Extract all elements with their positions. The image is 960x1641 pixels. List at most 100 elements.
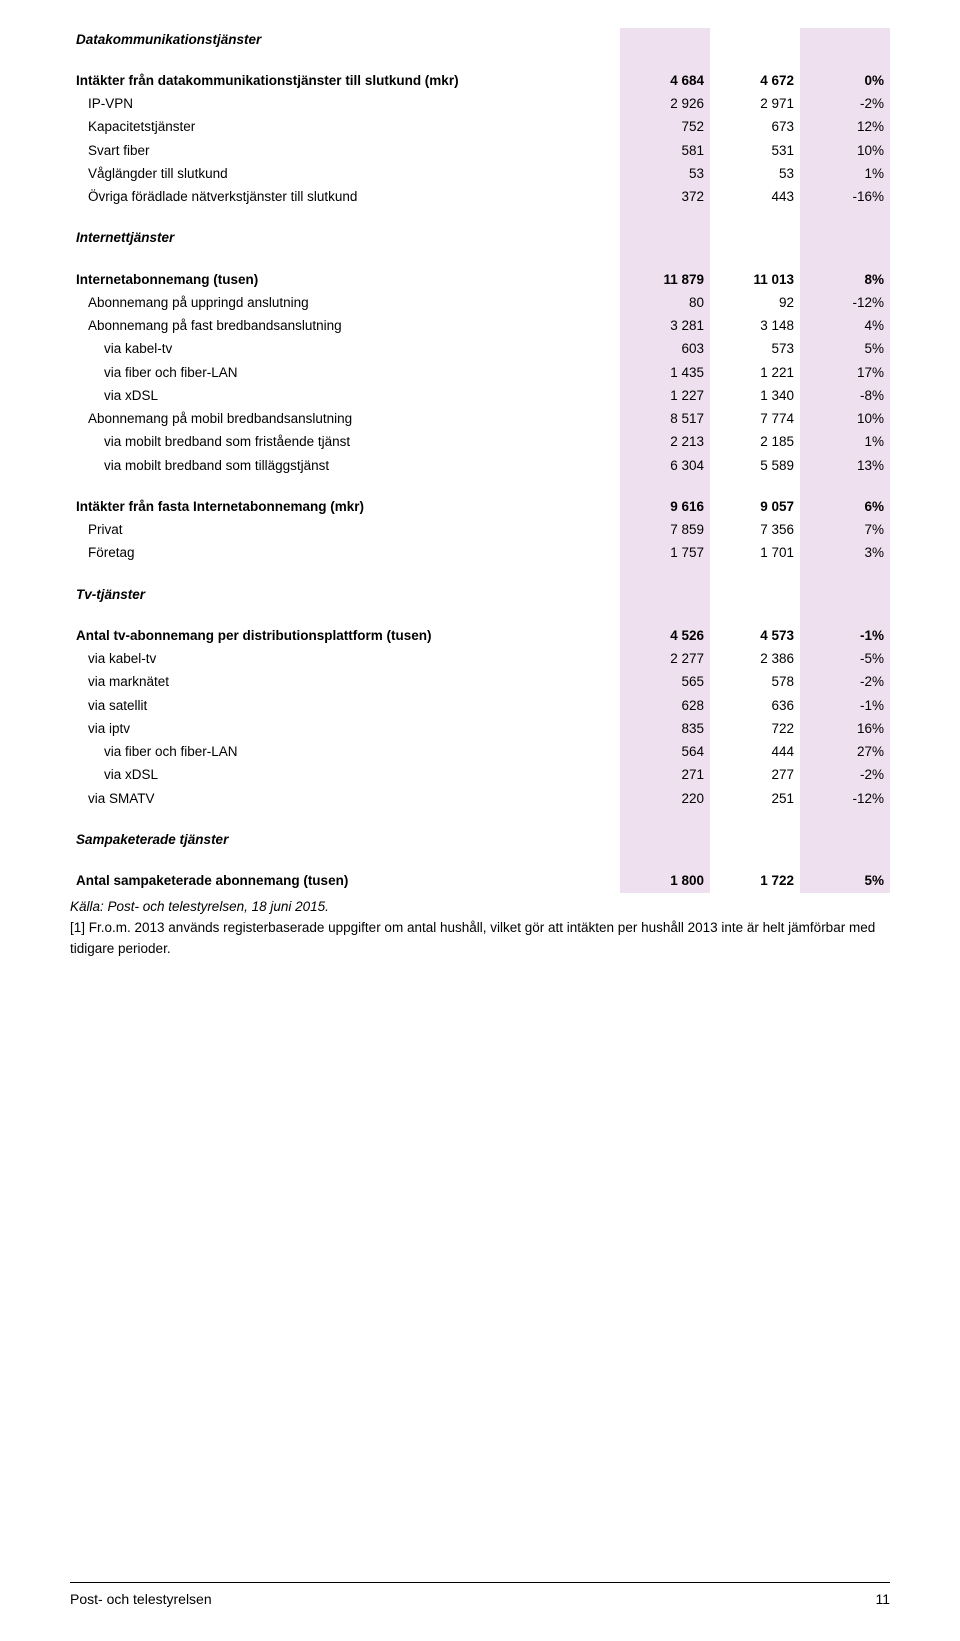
row-c1: 271 [620, 764, 710, 787]
row-label: via kabel-tv [70, 338, 620, 361]
row-c2: 531 [710, 139, 800, 162]
row-c1: 2 926 [620, 93, 710, 116]
row-c1: 2 213 [620, 431, 710, 454]
row-c3: 0% [800, 69, 890, 92]
table-row: Övriga förädlade nätverkstjänster till s… [70, 186, 890, 209]
row-c1: 1 800 [620, 870, 710, 893]
section-heading-row: Tv-tjänster [70, 583, 890, 606]
section-heading: Datakommunikationstjänster [70, 28, 620, 51]
row-label: via xDSL [70, 384, 620, 407]
row-c2: 673 [710, 116, 800, 139]
row-c1: 53 [620, 162, 710, 185]
row-label: via iptv [70, 717, 620, 740]
row-label: Företag [70, 542, 620, 565]
row-label: Kapacitetstjänster [70, 116, 620, 139]
table-row: via mobilt bredband som tilläggstjänst 6… [70, 454, 890, 477]
row-c3: 12% [800, 116, 890, 139]
row-c3: 1% [800, 162, 890, 185]
row-c3: -16% [800, 186, 890, 209]
row-c1: 581 [620, 139, 710, 162]
row-c3: 5% [800, 870, 890, 893]
row-c2: 2 185 [710, 431, 800, 454]
section-heading-row: Datakommunikationstjänster [70, 28, 890, 51]
section-heading: Internettjänster [70, 227, 620, 250]
source-line: Källa: Post- och telestyrelsen, 18 juni … [70, 897, 890, 918]
table-row: via kabel-tv 603 573 5% [70, 338, 890, 361]
footer-page-number: 11 [875, 1591, 890, 1607]
table-row: via xDSL 271 277 -2% [70, 764, 890, 787]
row-c1: 4 526 [620, 624, 710, 647]
table-row: Intäkter från datakommunikationstjänster… [70, 69, 890, 92]
row-label: Intäkter från datakommunikationstjänster… [70, 69, 620, 92]
row-c1: 603 [620, 338, 710, 361]
row-c1: 2 277 [620, 648, 710, 671]
row-c2: 92 [710, 291, 800, 314]
table-row: Internetabonnemang (tusen) 11 879 11 013… [70, 268, 890, 291]
row-c3: 17% [800, 361, 890, 384]
row-label: via mobilt bredband som tilläggstjänst [70, 454, 620, 477]
row-label: via fiber och fiber-LAN [70, 741, 620, 764]
row-c2: 1 722 [710, 870, 800, 893]
row-c1: 1 757 [620, 542, 710, 565]
row-c3: 10% [800, 408, 890, 431]
section-heading: Sampaketerade tjänster [70, 828, 620, 851]
row-c2: 1 221 [710, 361, 800, 384]
row-c3: 10% [800, 139, 890, 162]
row-c3: -8% [800, 384, 890, 407]
table-row: via satellit 628 636 -1% [70, 694, 890, 717]
row-c1: 565 [620, 671, 710, 694]
table-row: Våglängder till slutkund 53 53 1% [70, 162, 890, 185]
row-c3: 7% [800, 519, 890, 542]
table-row: via SMATV 220 251 -12% [70, 787, 890, 810]
page: Datakommunikationstjänster Intäkter från… [0, 0, 960, 1641]
table-row: via iptv 835 722 16% [70, 717, 890, 740]
table-row: Abonnemang på mobil bredbandsanslutning … [70, 408, 890, 431]
row-label: Abonnemang på uppringd anslutning [70, 291, 620, 314]
row-label: via satellit [70, 694, 620, 717]
table-row: via fiber och fiber-LAN 1 435 1 221 17% [70, 361, 890, 384]
row-c1: 8 517 [620, 408, 710, 431]
table-row: Antal tv-abonnemang per distributionspla… [70, 624, 890, 647]
row-label: via fiber och fiber-LAN [70, 361, 620, 384]
section-heading-row: Internettjänster [70, 227, 890, 250]
row-c3: -1% [800, 624, 890, 647]
row-c2: 7 356 [710, 519, 800, 542]
section-heading: Tv-tjänster [70, 583, 620, 606]
table-row: Svart fiber 581 531 10% [70, 139, 890, 162]
row-c1: 9 616 [620, 495, 710, 518]
row-c3: -2% [800, 764, 890, 787]
row-label: IP-VPN [70, 93, 620, 116]
row-c2: 722 [710, 717, 800, 740]
row-c2: 443 [710, 186, 800, 209]
row-c2: 573 [710, 338, 800, 361]
row-c2: 1 340 [710, 384, 800, 407]
row-label: Internetabonnemang (tusen) [70, 268, 620, 291]
row-c2: 53 [710, 162, 800, 185]
row-c2: 3 148 [710, 315, 800, 338]
row-c3: 6% [800, 495, 890, 518]
row-c3: -5% [800, 648, 890, 671]
row-c3: 3% [800, 542, 890, 565]
row-c2: 2 386 [710, 648, 800, 671]
row-c1: 628 [620, 694, 710, 717]
row-c3: -2% [800, 671, 890, 694]
row-label: Intäkter från fasta Internetabonnemang (… [70, 495, 620, 518]
row-c2: 9 057 [710, 495, 800, 518]
row-c3: 5% [800, 338, 890, 361]
row-c3: -12% [800, 787, 890, 810]
row-label: via mobilt bredband som fristående tjäns… [70, 431, 620, 454]
row-c3: -2% [800, 93, 890, 116]
row-c2: 1 701 [710, 542, 800, 565]
row-label: via SMATV [70, 787, 620, 810]
row-c1: 11 879 [620, 268, 710, 291]
footnote-line: [1] Fr.o.m. 2013 används registerbaserad… [70, 918, 890, 960]
row-c1: 220 [620, 787, 710, 810]
row-c1: 6 304 [620, 454, 710, 477]
table-row: via xDSL 1 227 1 340 -8% [70, 384, 890, 407]
row-label: Svart fiber [70, 139, 620, 162]
row-c3: -12% [800, 291, 890, 314]
table-row: IP-VPN 2 926 2 971 -2% [70, 93, 890, 116]
row-c1: 7 859 [620, 519, 710, 542]
row-c3: 13% [800, 454, 890, 477]
row-c3: 16% [800, 717, 890, 740]
